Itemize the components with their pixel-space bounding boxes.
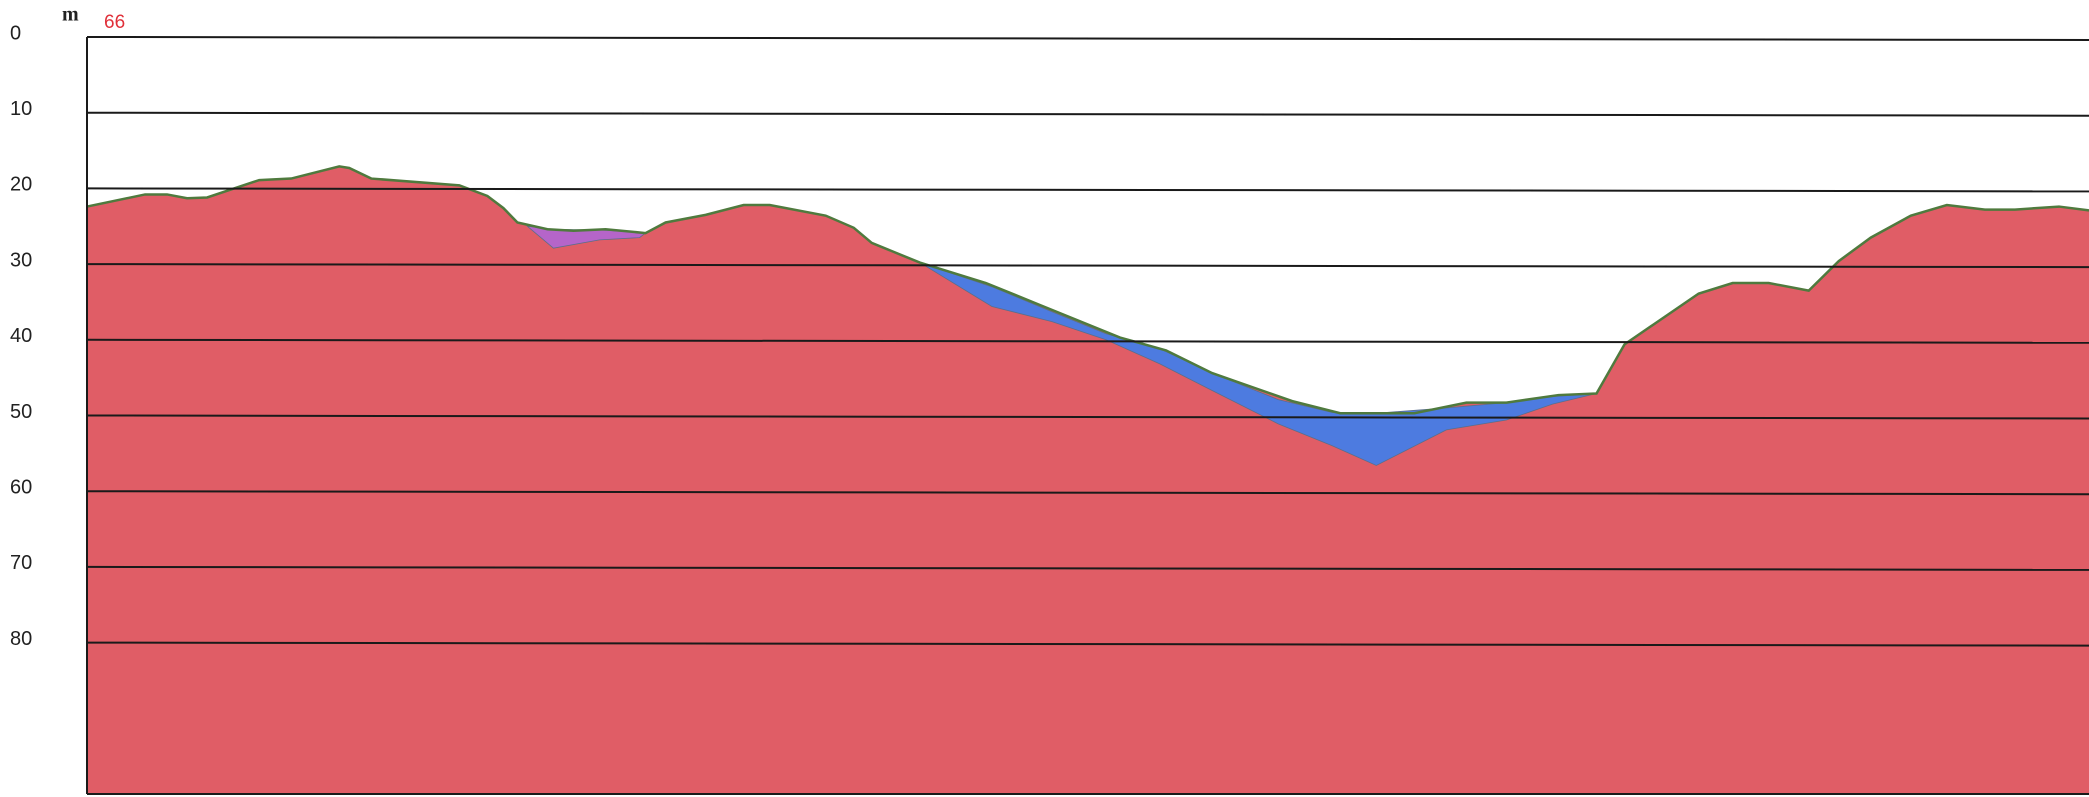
y-tick-label: 0 <box>10 22 21 44</box>
grid-line <box>86 111 2089 117</box>
grid-line <box>86 187 2089 193</box>
grid-line <box>86 641 2089 647</box>
surface-line <box>86 165 2089 415</box>
y-tick-label: 30 <box>10 249 32 271</box>
grid-line <box>86 565 2089 571</box>
grid-line <box>86 490 2089 496</box>
y-axis-label: m <box>62 4 79 26</box>
ground-area <box>87 166 2089 794</box>
y-tick-label: 50 <box>10 401 32 423</box>
y-tick-label: 60 <box>10 476 32 498</box>
y-tick-label: 80 <box>10 628 32 650</box>
grid-line <box>86 414 2089 420</box>
grid-line <box>86 263 2089 269</box>
annotation: 66 <box>104 12 125 33</box>
y-tick-label: 20 <box>10 174 32 196</box>
grid-line <box>86 338 2089 344</box>
y-tick-label: 70 <box>10 552 32 574</box>
grid-line <box>86 36 2089 41</box>
y-tick-label: 40 <box>10 325 32 347</box>
y-tick-label: 10 <box>10 98 32 120</box>
